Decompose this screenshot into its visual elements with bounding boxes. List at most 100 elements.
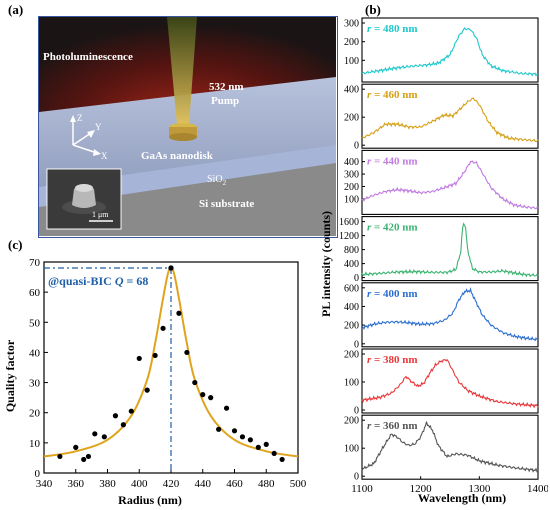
spectrum-frame [361,17,539,83]
x-axis-label: X [101,151,108,161]
x-tick-label: 420 [163,478,180,490]
spectrum-frame [361,348,539,414]
spectrum-line [361,27,539,77]
data-point [263,441,269,447]
y-tick-label: 30 [29,378,41,390]
spectrum-panel-r380: 0 100 200 r = 380 nm [344,348,539,417]
y-tick-label: 200 [344,321,359,332]
sem-disk-top [75,184,93,192]
spectrum-line [361,222,539,278]
x-tick-label: 340 [36,478,53,490]
y-tick-label: 200 [344,350,359,361]
y-tick-label: 1200 [339,231,359,242]
bic-guide-lines [44,267,172,473]
series-label: r = 360 nm [367,420,418,432]
bic-data-point [168,265,174,271]
nanodisk-bottom [169,133,197,141]
data-point [57,453,63,460]
spectrum-frame [361,414,539,480]
data-point [208,395,214,401]
x-axis-line [72,144,98,154]
x-axis-label: Radius (nm) [118,493,182,507]
y-tick-label: 100 [344,194,359,205]
y-tick-label: 400 [344,157,359,168]
spectrum-panel-r420: 0 400 800 1200 1600 r = 420 nm [339,216,539,284]
x-axis-label: Wavelength (nm) [418,491,506,505]
y-tick-label: 400 [344,302,359,313]
spectrum-line [361,160,539,210]
data-point [136,355,142,362]
y-tick-label: 0 [35,468,41,480]
y-tick-label: 400 [344,85,359,96]
pl-spectra-chart: 100 200 300 r = 480 nm 0 200 400 r = 460 nm 100 2… [319,17,548,505]
x-axis-arrow [93,149,101,156]
spectrum-frame [361,83,539,149]
data-point [216,426,222,432]
y-axis-label: PL intensity (counts) [319,211,333,317]
spectrum-panel-r360: 0 100 200 r = 360 nm [344,414,539,483]
x-tick-label: 360 [68,478,85,490]
series-label: r = 480 nm [367,23,418,35]
x-tick-label: 500 [290,478,307,490]
sio2-label: SiO2 [207,174,227,187]
y-tick-label: 50 [29,317,41,329]
y-axis-arrow [87,130,95,138]
data-point [192,379,198,386]
y-tick-label: 0 [354,141,359,152]
scale-bar-label: 1 μm [92,210,109,219]
series-label: r = 440 nm [367,155,418,167]
x-tick-label: 1100 [351,483,373,495]
y-tick-label: 100 [344,378,359,389]
spectrum-frame [361,216,539,282]
series-label: r = 400 nm [367,288,418,300]
spectrum-panel-r460: 0 200 400 r = 460 nm [344,83,539,152]
nanodisk-label: GaAs nanodisk [141,150,214,162]
x-tick-label: 1300 [468,483,491,495]
y-tick-label: 600 [344,283,359,294]
data-point [271,450,277,457]
x-tick-label: 380 [99,478,116,490]
series-label: r = 460 nm [367,89,418,101]
data-point [85,453,92,460]
y-tick-label: 400 [344,259,359,270]
pl-subplots: 100 200 300 r = 480 nm 0 200 400 r = 460 nm 100 2… [339,17,539,483]
panel-label-c: (c) [8,237,23,252]
series-label: r = 380 nm [367,354,418,366]
data-point [184,349,190,356]
si-substrate-label: Si substrate [199,198,254,210]
y-tick-label: 10 [29,438,41,450]
data-point [128,408,134,414]
data-point [176,310,182,316]
data-point [255,444,261,450]
data-point [92,431,98,437]
spectrum-line [361,421,539,473]
z-axis-label: Z [77,113,83,123]
data-point [160,325,166,331]
y-tick-label: 1600 [339,217,359,228]
spectrum-line [361,286,538,342]
sem-inset: 1 μm [46,168,122,230]
data-point [101,434,107,440]
data-point [231,428,238,434]
nanodisk-body [169,127,197,137]
data-point [112,413,119,419]
data-point [200,392,206,398]
pump-label: Pump [211,95,239,107]
series-label: r = 420 nm [367,222,418,234]
y-axis-label: Quality factor [3,339,17,412]
y-tick-label: 800 [344,245,359,256]
y-tick-label: 0 [354,472,359,483]
data-point [239,434,246,440]
bic-annotation: @quasi-BIC Q = 68 [48,274,148,288]
data-point [120,422,126,428]
y-tick-label: 300 [344,170,359,181]
y-tick-label: 200 [344,37,359,48]
data-point [152,352,158,359]
spectrum-panel-r400: 0 200 400 600 r = 400 nm [344,282,539,350]
data-points [57,265,285,463]
spectrum-line [361,358,539,409]
y-tick-label: 200 [344,416,359,427]
axis-triad: Z Y X [70,113,108,161]
data-point [144,387,150,393]
